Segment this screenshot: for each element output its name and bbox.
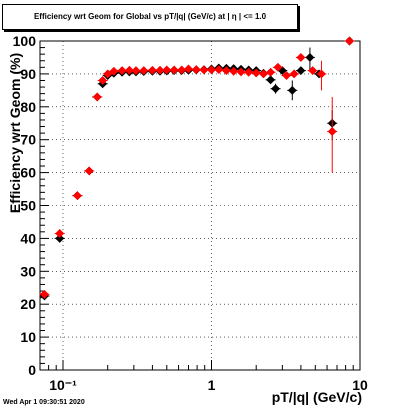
y-tick-label: 90 [20, 66, 36, 82]
timestamp-footer: Wed Apr 1 09:30:51 2020 [3, 399, 85, 406]
data-point [244, 67, 254, 77]
data-point [199, 65, 209, 75]
y-tick-label: 50 [20, 198, 36, 214]
data-point [266, 67, 276, 77]
data-point [229, 66, 239, 76]
y-tick-label: 20 [20, 296, 36, 312]
y-tick-label: 70 [20, 132, 36, 148]
data-point [117, 66, 127, 76]
data-point [55, 233, 65, 243]
data-point [131, 66, 141, 76]
data-point [344, 36, 355, 46]
data-point [84, 166, 94, 176]
data-point [162, 65, 172, 75]
data-point [214, 65, 224, 75]
data-point [98, 75, 108, 86]
y-axis-label: Efficiency wrt Geom (%) [7, 52, 23, 214]
data-point [155, 65, 165, 75]
data-point [296, 52, 306, 63]
data-point [221, 66, 231, 76]
data-point [236, 67, 246, 77]
data-point [124, 65, 134, 75]
x-tick-label: 10 [352, 377, 368, 393]
x-axis-label: pT/|q| (GeV/c) [271, 389, 362, 405]
data-point [183, 64, 194, 74]
data-point [92, 92, 102, 102]
data-point [139, 66, 149, 76]
data-point [55, 228, 65, 239]
y-tick-label: 10 [20, 329, 36, 345]
y-tick-label: 60 [20, 165, 36, 181]
series-red-markers [39, 36, 355, 299]
chart-title: Efficiency wrt Geom for Global vs pT/|q|… [33, 12, 267, 21]
data-point [273, 62, 283, 72]
data-point [191, 65, 201, 75]
x-tick-label: 10⁻¹ [49, 377, 77, 393]
y-tick-label: 80 [20, 99, 36, 115]
data-point [308, 66, 318, 76]
x-tick-label: 1 [208, 377, 216, 393]
series-black-markers [39, 36, 355, 301]
y-tick-label: 0 [28, 362, 36, 378]
data-point [289, 69, 299, 79]
data-point [251, 68, 261, 78]
data-point [177, 65, 187, 75]
chart-title-box: Efficiency wrt Geom for Global vs pT/|q|… [2, 4, 298, 30]
data-point [103, 69, 113, 79]
data-point [109, 66, 119, 76]
data-point [39, 289, 50, 299]
y-tick-label: 100 [13, 33, 37, 49]
axes: 0 10 20 30 40 50 60 70 80 90 100 10⁻¹ 1 10 [13, 33, 368, 393]
data-point [266, 75, 276, 85]
y-tick-label: 30 [20, 263, 36, 279]
data-point [169, 65, 179, 75]
data-point [147, 65, 157, 75]
y-tick-label: 40 [20, 230, 36, 246]
grid-lines [40, 41, 360, 370]
data-point [296, 66, 306, 76]
data-point [206, 65, 217, 75]
data-point [72, 191, 82, 201]
